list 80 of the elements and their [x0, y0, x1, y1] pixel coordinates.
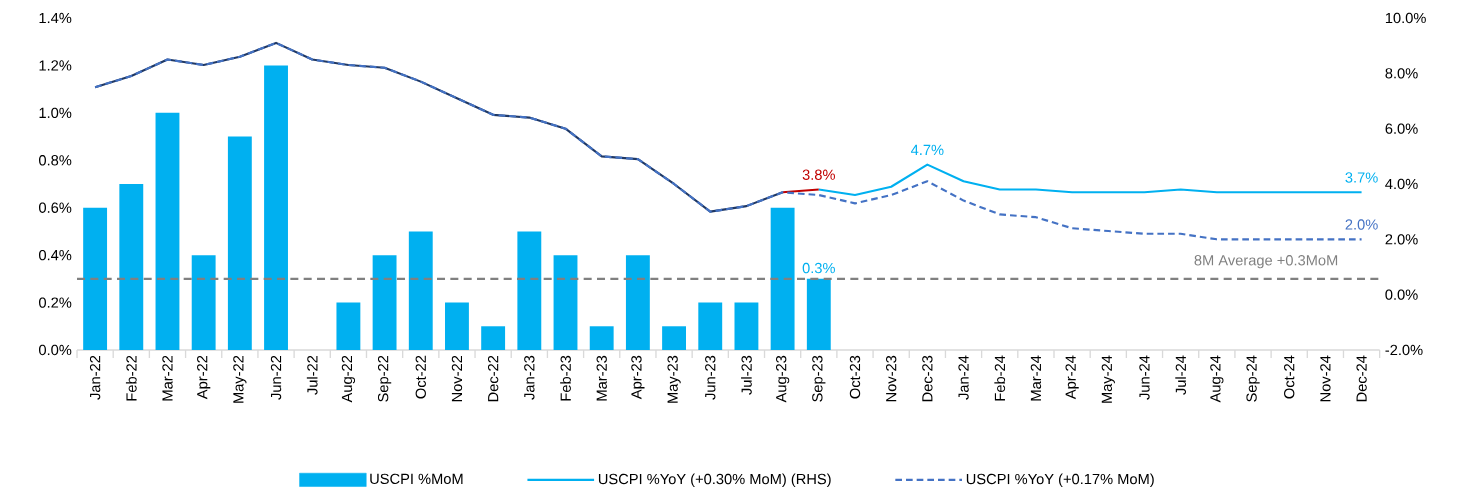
y2-tick-label: 10.0% [1385, 12, 1426, 24]
data-label: 2.0% [1345, 219, 1378, 230]
x-tick-label: Sep-23 [812, 355, 826, 402]
x-tick-label: Apr-24 [1065, 355, 1079, 400]
data-label: 3.8% [802, 169, 835, 180]
x-tick-label: Mar-24 [1030, 355, 1042, 401]
x-tick-label: Feb-22 [125, 355, 137, 401]
x-tick-label: Nov-22 [451, 355, 463, 402]
y2-tick-label: 8.0% [1385, 68, 1418, 79]
x-tick-label: Dec-22 [487, 355, 499, 402]
bar [372, 255, 397, 350]
data-label: 0.3% [802, 262, 835, 274]
bar [336, 302, 361, 350]
x-tick-label: May-23 [667, 355, 681, 403]
x-tick-label: Jan-22 [89, 355, 101, 400]
x-tick-label: Aug-23 [775, 355, 790, 403]
x-tick-label: May-24 [1101, 355, 1115, 403]
x-tick-label: Aug-24 [1210, 355, 1224, 403]
data-label: 4.7% [910, 144, 944, 156]
y-tick-label: 1.2% [39, 60, 72, 71]
bar [119, 183, 144, 350]
x-tick-label: Dec-24 [1356, 355, 1367, 402]
bar [155, 112, 180, 350]
x-tick-label: Jul-22 [306, 355, 318, 395]
x-tick-label: Oct-23 [849, 355, 861, 399]
bar [264, 65, 288, 350]
y-tick-label: 0.6% [39, 202, 72, 213]
bar [517, 231, 542, 350]
x-tick-label: Oct-22 [415, 355, 426, 399]
x-tick-label: Feb-24 [994, 355, 1006, 401]
x-tick-label: Apr-22 [197, 355, 211, 400]
bar [806, 278, 831, 350]
y-tick-label: 1.0% [39, 107, 72, 119]
x-tick-label: May-22 [233, 355, 247, 403]
y-tick-label: 1.4% [39, 12, 72, 24]
x-tick-label: Apr-23 [631, 355, 645, 400]
x-tick-label: Jun-22 [270, 355, 282, 400]
bar [191, 255, 216, 350]
bar [553, 255, 578, 350]
bar [445, 302, 469, 350]
x-tick-label: Mar-22 [162, 355, 173, 401]
bar [83, 207, 108, 350]
bar [698, 302, 723, 350]
y-tick-label: 0.0% [39, 344, 72, 356]
x-tick-label: Dec-23 [922, 355, 933, 402]
x-tick-label: Feb-23 [560, 355, 571, 401]
x-tick-label: Jul-23 [741, 355, 752, 395]
y-tick-label: 0.2% [39, 297, 72, 308]
y-tick-label: 0.8% [39, 155, 72, 166]
y2-tick-label: 0.0% [1385, 289, 1418, 300]
y2-tick-label: -2.0% [1385, 344, 1423, 356]
x-tick-label: Nov-23 [886, 355, 897, 402]
bar [227, 136, 252, 350]
x-tick-label: Sep-24 [1246, 355, 1260, 402]
x-tick-label: Oct-24 [1284, 355, 1295, 399]
x-tick-label: Jun-23 [705, 355, 716, 400]
x-tick-label: Jul-24 [1175, 355, 1187, 395]
y2-tick-label: 4.0% [1385, 178, 1418, 190]
y2-tick-label: 6.0% [1385, 123, 1418, 134]
x-tick-label: Sep-22 [377, 355, 392, 402]
bar [770, 207, 795, 350]
bar [625, 255, 650, 350]
bar [589, 326, 614, 350]
bar [481, 326, 506, 350]
x-tick-label: Nov-24 [1320, 355, 1331, 402]
x-tick-label: Mar-23 [596, 355, 607, 401]
x-tick-label: Jun-24 [1139, 355, 1150, 400]
x-tick-label: Aug-22 [341, 355, 356, 403]
y-tick-label: 0.4% [39, 249, 72, 261]
ref-line-label: 8M Average +0.3MoM [1194, 255, 1338, 269]
x-tick-label: Jan-24 [958, 355, 969, 400]
legend-label: USCPI %YoY (+0.30% MoM) (RHS) [598, 473, 831, 488]
bar [408, 231, 433, 350]
y2-tick-label: 2.0% [1385, 234, 1418, 245]
x-tick-label: Jan-23 [524, 355, 535, 400]
legend-label: USCPI %MoM [370, 473, 463, 485]
bar [734, 302, 759, 350]
legend-label: USCPI %YoY (+0.17% MoM) [966, 473, 1154, 488]
data-label: 3.7% [1345, 172, 1378, 183]
bar [662, 326, 687, 350]
